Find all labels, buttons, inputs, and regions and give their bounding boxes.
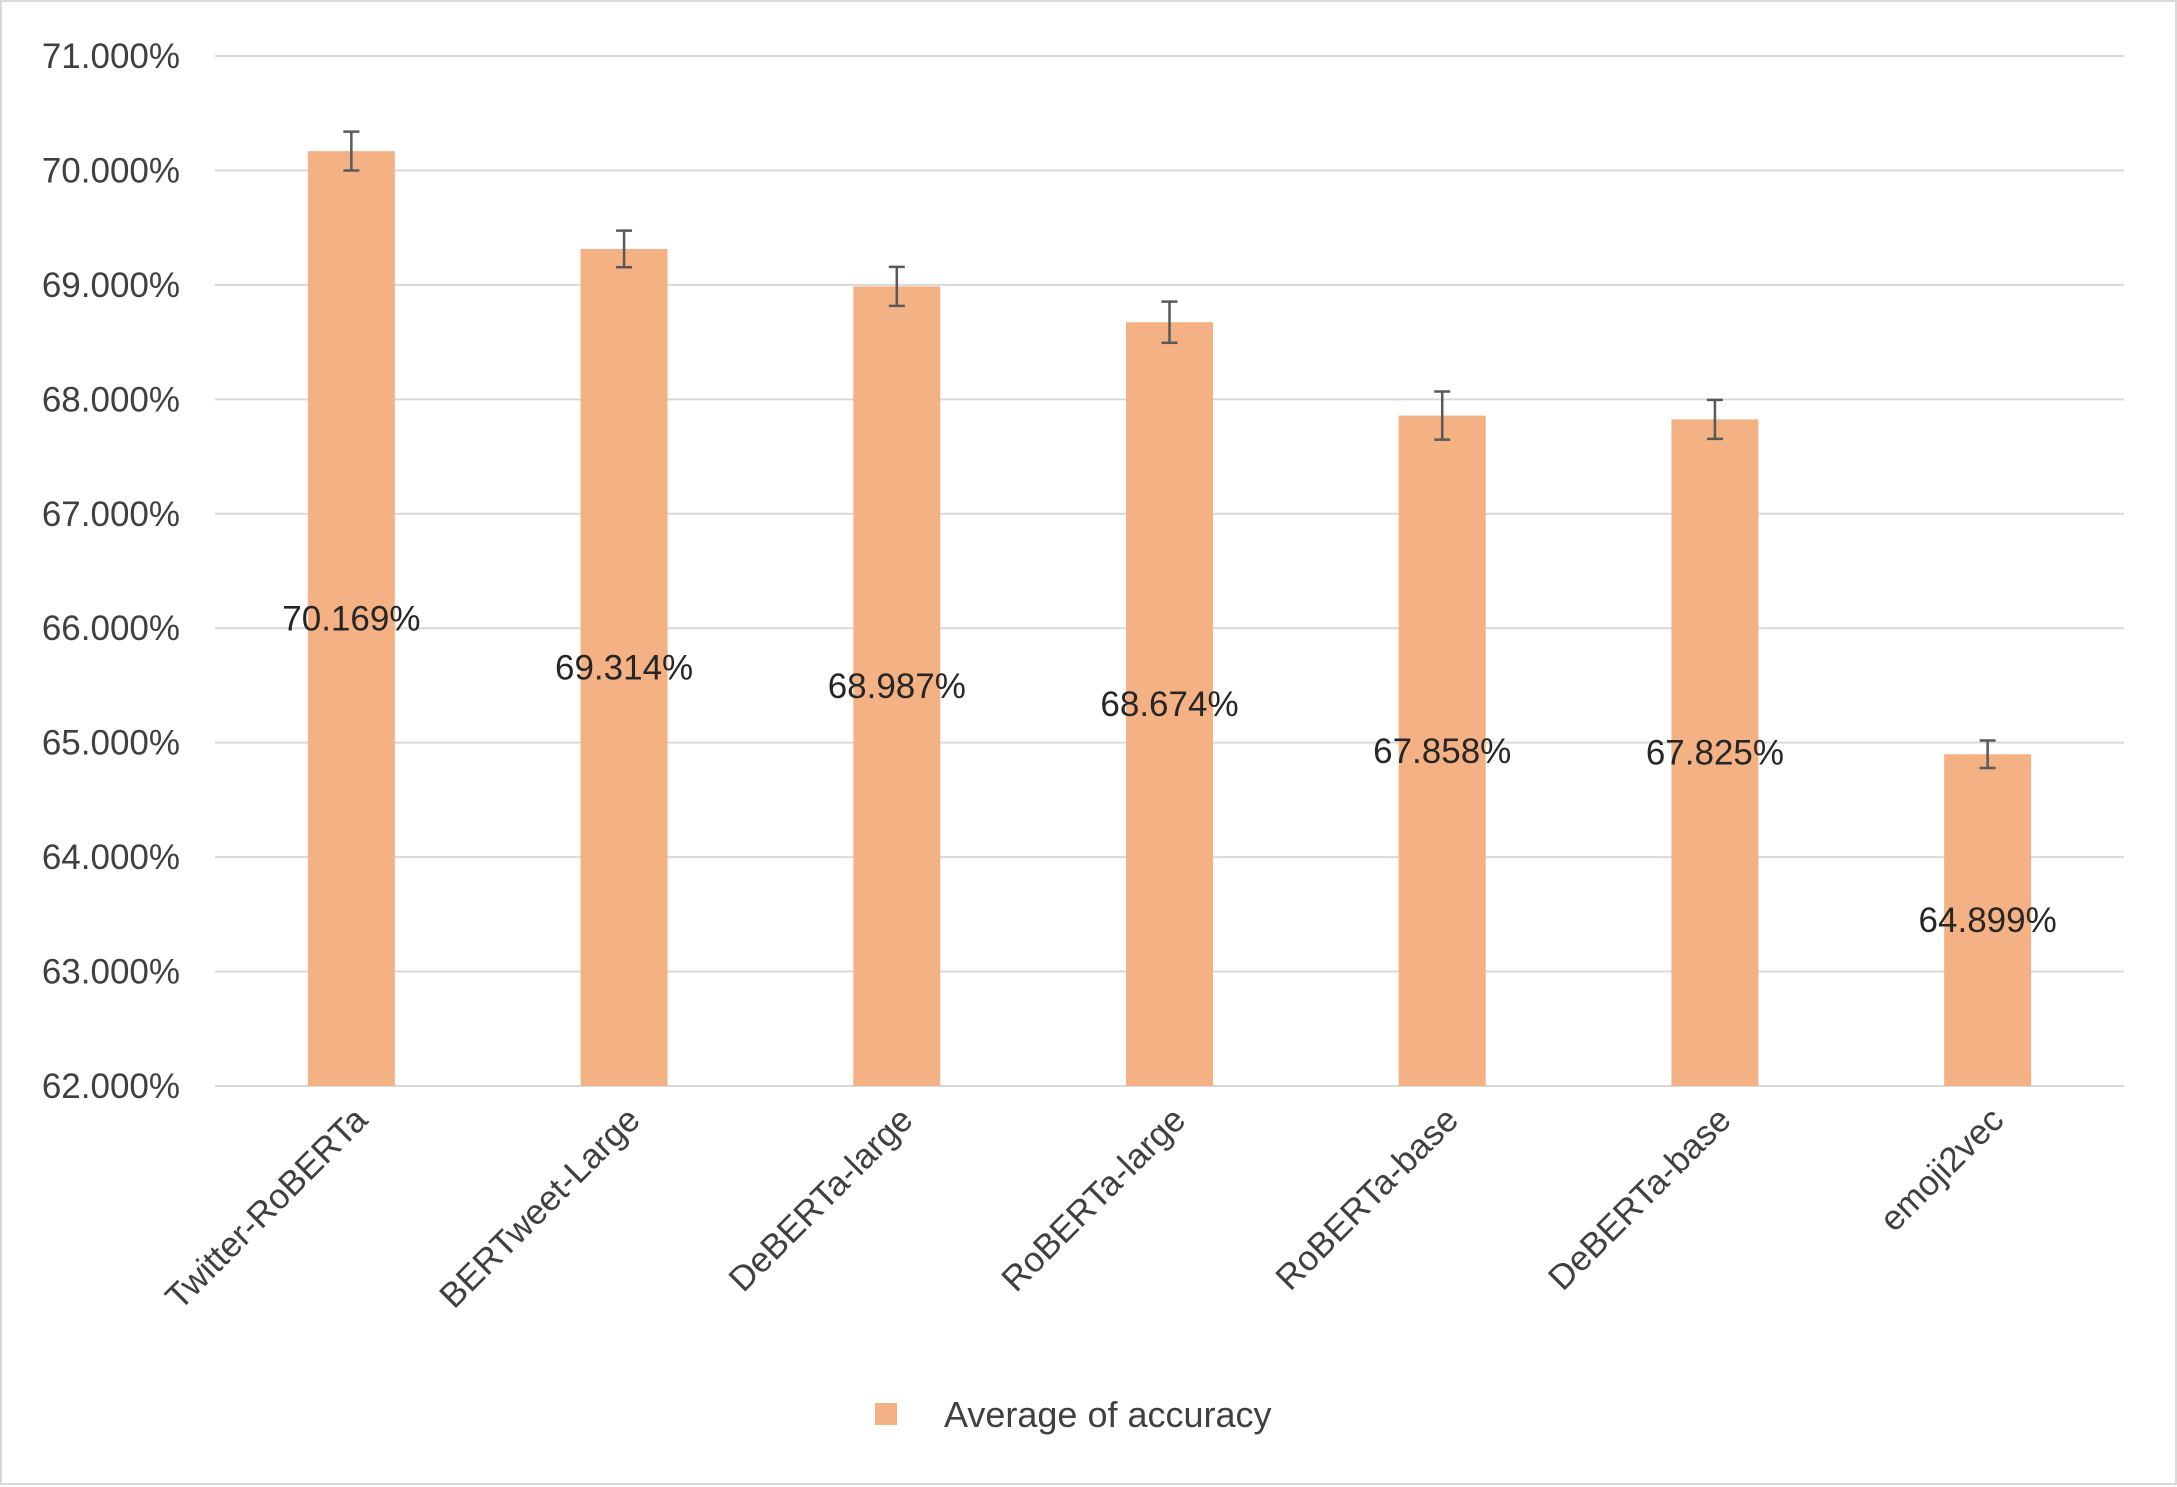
bar (1398, 415, 1486, 1086)
x-category-label: Twitter-RoBERTa (158, 1100, 375, 1317)
legend-label: Average of accuracy (944, 1394, 1272, 1435)
error-bar (1161, 300, 1178, 345)
x-category-label: DeBERTa-large (721, 1100, 920, 1299)
x-category-label: DeBERTa-base (1541, 1100, 1739, 1298)
bars (307, 151, 2032, 1087)
y-tick-label: 62.000% (42, 1067, 180, 1106)
x-axis-category-labels: Twitter-RoBERTa BERTweet-Large DeBERTa-lar… (158, 1100, 2011, 1317)
error-bar (616, 229, 633, 269)
data-labels: 70.169% 69.314% 68.987% 68.674% 67.858% 67.82… (282, 600, 2056, 941)
error-bar (1706, 398, 1723, 441)
x-category-label: BERTweet-Large (432, 1100, 648, 1316)
data-label: 70.169% (282, 600, 420, 639)
x-category-label: RoBERTa-large (994, 1100, 1193, 1299)
error-bars (343, 130, 1996, 770)
error-bar (1979, 739, 1996, 770)
data-label: 69.314% (555, 648, 693, 687)
error-bar (343, 130, 360, 172)
y-tick-label: 67.000% (42, 495, 180, 534)
y-tick-label: 68.000% (42, 380, 180, 419)
error-bar (1434, 390, 1451, 441)
data-label: 68.987% (828, 667, 966, 706)
data-label: 68.674% (1100, 685, 1238, 724)
y-tick-label: 66.000% (42, 609, 180, 648)
y-tick-label: 69.000% (42, 266, 180, 305)
y-axis-tick-labels: 62.000% 63.000% 64.000% 65.000% 66.000% 67.00… (42, 37, 180, 1106)
bar (1126, 322, 1213, 1087)
y-tick-label: 65.000% (42, 724, 180, 763)
bar (580, 248, 668, 1086)
y-tick-label: 71.000% (42, 37, 180, 76)
data-label: 67.825% (1646, 734, 1784, 773)
data-label: 67.858% (1373, 732, 1511, 771)
bar (853, 286, 941, 1086)
bar (1944, 754, 2032, 1086)
bar (307, 151, 395, 1086)
legend: Average of accuracy (875, 1394, 1272, 1435)
x-category-label: RoBERTa-base (1268, 1100, 1466, 1298)
y-tick-label: 64.000% (42, 838, 180, 877)
y-tick-label: 63.000% (42, 953, 180, 992)
bar (1671, 419, 1759, 1087)
legend-swatch (875, 1403, 897, 1425)
error-bar (888, 265, 905, 308)
x-category-label: emoji2vec (1872, 1100, 2011, 1239)
data-label: 64.899% (1919, 901, 2057, 940)
y-tick-label: 70.000% (42, 151, 180, 190)
